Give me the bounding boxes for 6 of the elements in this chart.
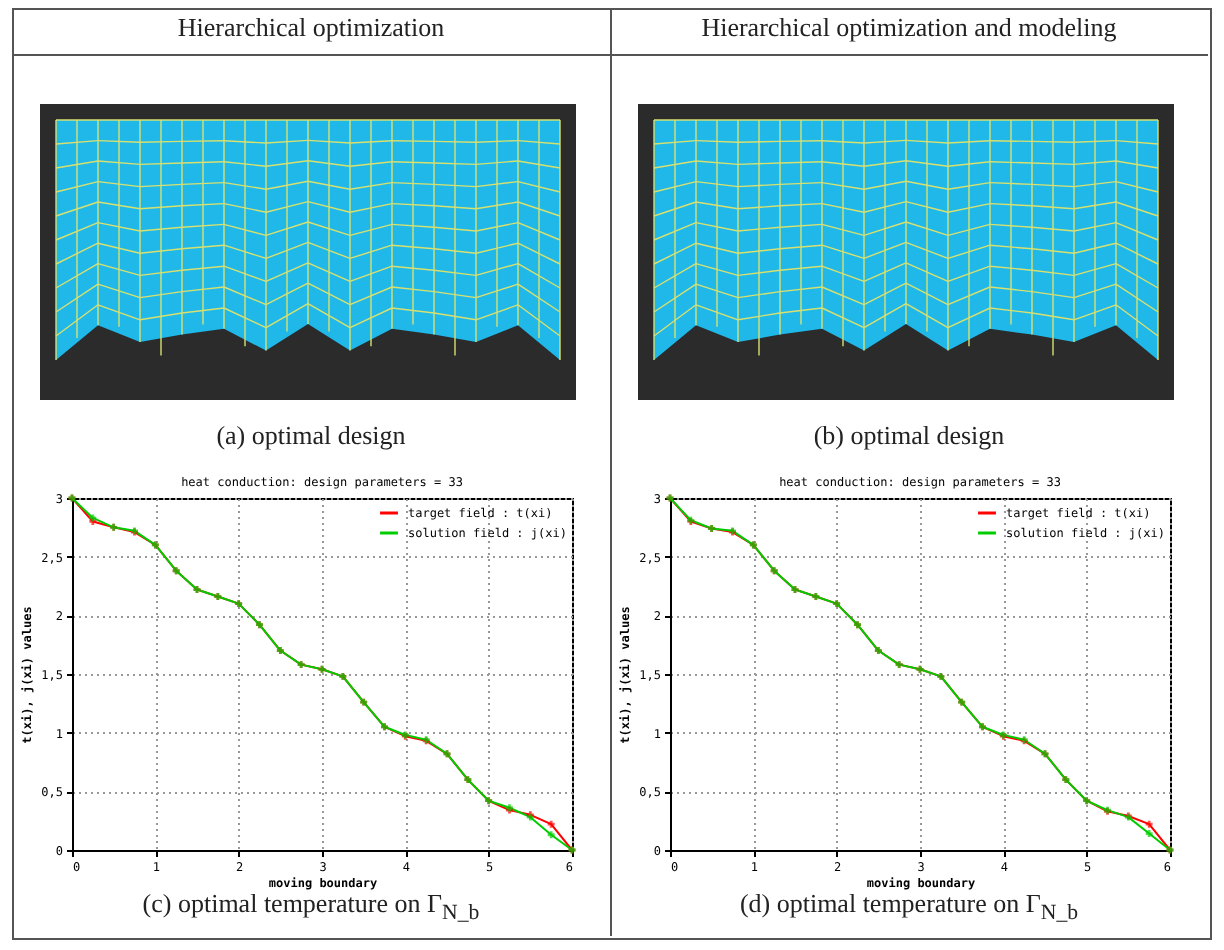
text: Hierarchical optimization	[175, 12, 447, 44]
text: (d) optimal temperature on Γ$_{N_b}$	[737, 888, 1081, 926]
text: (a) optimal design	[214, 420, 408, 452]
text: Hierarchical optimization and modeling	[699, 12, 1119, 44]
text: (b) optimal design	[811, 420, 1007, 452]
text: (c) optimal temperature on Γ$_{N_b}$	[140, 888, 482, 926]
